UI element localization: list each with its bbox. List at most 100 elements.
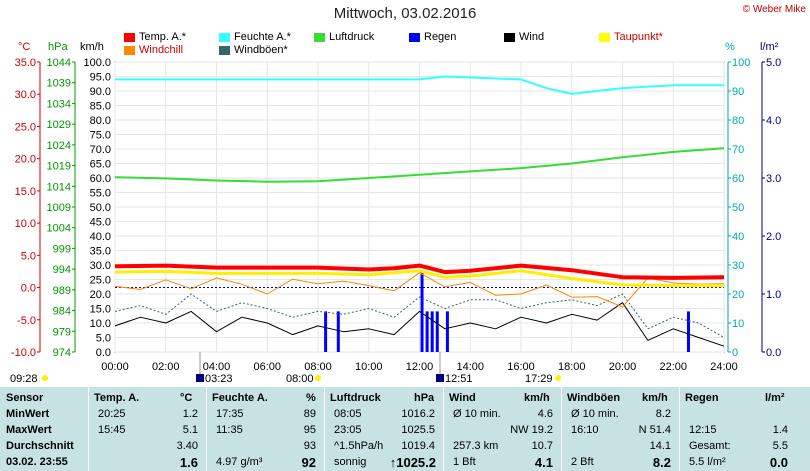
kmh-tick-label: 20.0 (90, 289, 111, 301)
kmh-tick-label: 45.0 (90, 217, 111, 229)
rain-tick-label: 1.0 (766, 289, 781, 301)
wind-avg-label: Ø 10 min. (453, 408, 501, 420)
hpa-tick-label: 1014 (47, 181, 71, 193)
hum-header: Feuchte A. (212, 392, 268, 404)
temp-tick-label: 0.0 (21, 283, 36, 295)
hpa-tick-label: 974 (53, 347, 71, 359)
wind-run: 257.3 km (453, 440, 499, 452)
time-tick-label: 20:00 (609, 361, 637, 373)
rain-tick-label: 3.0 (766, 173, 781, 185)
kmh-tick-label: 100.0 (83, 57, 111, 69)
legend-dewpoint-swatch (599, 32, 610, 42)
legend-temp-swatch (124, 32, 135, 42)
unit-kmh: km/h (80, 41, 104, 53)
hpa-tick-label: 979 (53, 326, 71, 338)
rain-bar (425, 311, 429, 352)
legend-pressure-label: Luftdruck (329, 31, 375, 43)
unit-hpa: hPa (48, 41, 68, 53)
time-tick-label: 08:00 (304, 361, 332, 373)
gust-max: N 51.4 (638, 424, 671, 436)
kmh-tick-label: 70.0 (90, 144, 111, 156)
legend-dewpoint: Taupunkt* (599, 31, 663, 43)
time-tick-label: 16:00 (507, 361, 535, 373)
legend-temp: Temp. A.* (124, 31, 186, 43)
hpa-tick-label: 1039 (47, 78, 71, 90)
legend-windchill: Windchill (124, 44, 183, 56)
event-time-label: 12:51 (445, 373, 473, 385)
stats-divider (206, 387, 207, 471)
temp-max: 5.1 (182, 424, 198, 436)
row-label-sensor: Sensor (6, 392, 44, 404)
time-tick-label: 14:00 (456, 361, 484, 373)
temp-tick-label: 20.0 (15, 154, 36, 166)
rain-day: 5.5 l/m² (689, 456, 726, 468)
rain-total: 5.5 (772, 440, 788, 452)
series-windchill (114, 272, 725, 308)
hpa-tick-label: 1004 (47, 223, 71, 235)
rain-bar (445, 311, 449, 352)
wind-run-value: 10.7 (531, 440, 553, 452)
sun-icon (315, 375, 321, 381)
gust-avg2: 14.1 (649, 440, 671, 452)
temp-current: 1.6 (179, 455, 198, 470)
kmh-tick-label: 10.0 (90, 318, 111, 330)
legend-temp-label: Temp. A.* (139, 31, 187, 43)
chart-title: Mittwoch, 03.02.2016 (333, 5, 477, 22)
kmh-tick-label: 80.0 (90, 115, 111, 127)
series-luftdruck (114, 147, 725, 183)
press-header: Luftdruck (330, 392, 381, 404)
time-tick-label: 04:00 (203, 361, 231, 373)
temp-tick-label: -5.0 (17, 315, 36, 327)
rain-tick-label: 2.0 (766, 231, 781, 243)
pct-tick-label: 100 (732, 57, 750, 69)
pct-tick-label: 60 (732, 173, 744, 185)
pct-tick-label: 40 (732, 231, 744, 243)
pct-tick-label: 90 (732, 86, 744, 98)
row-label-max: MaxWert (6, 424, 52, 436)
pct-tick-label: 30 (732, 260, 744, 272)
unit-temp: °C (18, 41, 31, 53)
hpa-tick-label: 1029 (47, 119, 71, 131)
time-tick-label: 12:00 (406, 361, 434, 373)
press-min: 1016.2 (401, 408, 435, 420)
row-label-avg: Durchschnitt (6, 440, 74, 452)
legend-rain: Regen (409, 31, 456, 43)
press-trend: ^1.5hPa/h (334, 440, 384, 452)
row-label-current: 03.02. 23:55 (6, 456, 68, 468)
temp-max-time: 15:45 (98, 424, 126, 436)
gust-current: 8.2 (652, 455, 671, 470)
press-max-time: 23:05 (334, 424, 362, 436)
moon-icon (196, 374, 204, 382)
hum-unit: % (306, 392, 316, 404)
series-windben (114, 293, 725, 338)
kmh-tick-label: 25.0 (90, 275, 111, 287)
gust-bft: 2 Bft (571, 456, 594, 468)
temp-min: 1.2 (182, 408, 198, 420)
stats-divider (679, 387, 680, 471)
hum-max-time: 11:35 (216, 424, 243, 436)
legend-wind: Wind (504, 31, 544, 43)
kmh-tick-label: 5.0 (96, 333, 111, 345)
copyright-label: © Weber Mike (742, 4, 806, 15)
unit-pct: % (725, 41, 735, 53)
stats-panel: Sensor MinWert MaxWert Durchschnitt 03.0… (0, 387, 810, 471)
hpa-tick-label: 994 (53, 264, 71, 276)
press-avg: 1019.4 (401, 440, 435, 452)
kmh-tick-label: 60.0 (90, 173, 111, 185)
hum-absolute: 4.97 g/m³ (216, 456, 263, 468)
hpa-tick-label: 1044 (47, 57, 71, 69)
temp-unit: °C (180, 392, 193, 404)
rain-tick-label: 5.0 (766, 57, 781, 69)
time-tick-label: 10:00 (355, 361, 383, 373)
kmh-tick-label: 30.0 (90, 260, 111, 272)
legend-humidity: Feuchte A.* (219, 31, 291, 43)
temp-tick-label: 10.0 (15, 218, 36, 230)
weather-chart: 35.0 30.0 25.0 20.0 15.0 10.0 5.0 0.0 -5.0 -10.0 1… (10, 57, 781, 385)
gust-unit: km/h (642, 392, 668, 404)
legend-pressure: Luftdruck (314, 31, 374, 43)
time-tick-label: 22:00 (659, 361, 687, 373)
wind-direction: NW 19.2 (510, 424, 553, 436)
kmh-tick-label: 40.0 (90, 231, 111, 243)
rain-bar (686, 311, 690, 352)
moon-icon (436, 374, 444, 382)
